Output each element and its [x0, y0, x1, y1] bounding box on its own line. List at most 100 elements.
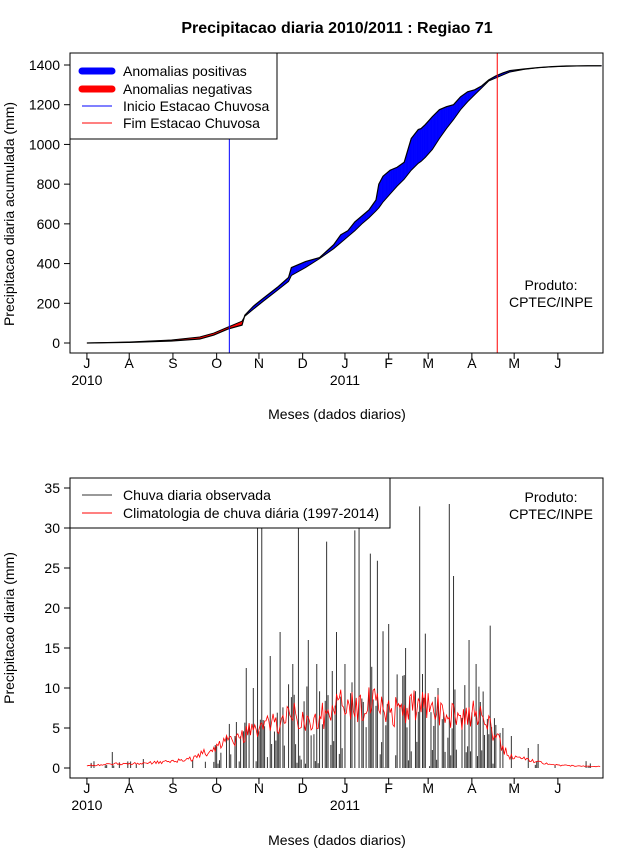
x-tick-label: J: [554, 780, 561, 796]
anomaly-fill-day-237: [421, 127, 422, 161]
x-tick-label: O: [211, 780, 222, 796]
daily-product-name: CPTEC/INPE: [509, 506, 593, 522]
anomaly-fill-day-208: [380, 179, 381, 206]
x-tick-label: J: [554, 355, 561, 371]
cumulative-x-label: Meses (dados diarios): [268, 406, 406, 422]
anomaly-fill-day-241: [427, 121, 428, 155]
y-tick-label: 20: [44, 600, 60, 616]
x-tick-label: S: [168, 355, 177, 371]
cumulative-product-label: Produto:: [525, 277, 578, 293]
daily-product-label: Produto:: [525, 489, 578, 505]
anomaly-fill-day-257: [449, 106, 450, 125]
daily-x-label: Meses (dados diarios): [268, 832, 406, 848]
y-tick-label: 1000: [29, 136, 60, 152]
anomaly-fill-day-244: [431, 117, 432, 151]
y-tick-label: 35: [44, 480, 60, 496]
cumulative-y-label: Precipitacao diaria acumulada (mm): [1, 102, 17, 326]
x-tick-label: S: [168, 780, 177, 796]
anomaly-fill-day-216: [391, 169, 392, 192]
anomaly-fill-day-243: [430, 118, 431, 152]
cumulative-product-name: CPTEC/INPE: [509, 294, 593, 310]
x-tick-label: J: [341, 780, 348, 796]
y-tick-label: 0: [52, 760, 60, 776]
anomaly-fill-day-253: [444, 107, 445, 132]
anomaly-fill-day-254: [445, 107, 446, 131]
anomaly-fill-day-231: [413, 135, 414, 169]
legend-season-end-label: Fim Estacao Chuvosa: [123, 115, 260, 131]
x-tick-label: D: [298, 355, 308, 371]
anomaly-fill-day-232: [414, 133, 415, 167]
anomaly-fill-day-235: [418, 129, 419, 163]
y-tick-label: 800: [37, 176, 61, 192]
anomaly-fill-day-245: [432, 115, 433, 149]
cumulative-legend: Anomalias positivas Anomalias negativas …: [70, 53, 277, 139]
anomaly-fill-day-218: [394, 168, 395, 189]
year-label: 2011: [330, 797, 360, 813]
anomaly-fill-day-247: [435, 112, 436, 145]
x-tick-label: M: [508, 780, 520, 796]
x-tick-label: A: [467, 780, 477, 796]
anomaly-fill-day-213: [387, 171, 388, 197]
y-tick-label: 200: [37, 295, 61, 311]
daily-climatology: [87, 687, 600, 766]
anomaly-fill-day-224: [403, 162, 404, 180]
anomaly-fill-day-236: [420, 129, 421, 163]
chart-title: Precipitacao diaria 2010/2011 : Regiao 7…: [181, 20, 492, 37]
daily-y-label: Precipitacao diaria (mm): [1, 552, 17, 704]
x-tick-label: J: [341, 355, 348, 371]
anomaly-fill-day-252: [442, 108, 443, 135]
climatology-daily-line: [87, 687, 600, 766]
legend-season-start-label: Inicio Estacao Chuvosa: [123, 98, 270, 114]
x-tick-label: N: [254, 780, 264, 796]
anomaly-fill-day-212: [386, 173, 387, 199]
legend-positive-label: Anomalias positivas: [123, 63, 247, 79]
anomaly-fill-day-221: [399, 165, 400, 184]
anomaly-fill-day-256: [448, 106, 449, 127]
anomaly-fill-day-251: [441, 108, 442, 136]
anomaly-fill-day-220: [397, 166, 398, 186]
anomaly-fill-day-255: [446, 106, 447, 128]
anomaly-fill-day-146: [293, 266, 294, 274]
x-tick-label: F: [384, 355, 393, 371]
x-tick-label: M: [422, 780, 434, 796]
y-tick-label: 25: [44, 560, 60, 576]
anomaly-fill-day-214: [389, 170, 390, 195]
y-tick-label: 0: [52, 335, 60, 351]
anomaly-fill-day-230: [411, 137, 412, 171]
x-tick-label: M: [422, 355, 434, 371]
year-label: 2010: [71, 372, 102, 388]
x-tick-label: N: [254, 355, 264, 371]
anomaly-fill-day-248: [437, 111, 438, 143]
year-label: 2010: [71, 797, 102, 813]
anomaly-fill-day-258: [451, 105, 452, 123]
legend-negative-label: Anomalias negativas: [123, 81, 252, 97]
y-tick-label: 1400: [29, 57, 60, 73]
year-label: 2011: [330, 372, 360, 388]
anomaly-fill-day-217: [393, 168, 394, 190]
y-tick-label: 15: [44, 640, 60, 656]
y-tick-label: 400: [37, 256, 61, 272]
anomaly-fill-day-211: [384, 174, 385, 201]
y-tick-label: 10: [44, 680, 60, 696]
anomaly-fill-day-215: [390, 170, 391, 194]
y-tick-label: 1200: [29, 97, 60, 113]
x-tick-label: J: [83, 780, 90, 796]
anomaly-fill-day-223: [401, 163, 402, 182]
anomaly-fill-day-219: [396, 167, 397, 187]
y-tick-label: 5: [52, 720, 60, 736]
x-tick-label: D: [298, 780, 308, 796]
legend-climatology-label: Climatologia de chuva diária (1997-2014): [123, 505, 379, 521]
anomaly-fill-day-210: [383, 175, 384, 202]
anomaly-fill-day-239: [424, 125, 425, 159]
anomaly-fill-day-249: [438, 110, 439, 141]
anomaly-fill-day-234: [417, 130, 418, 165]
anomaly-fill-day-222: [400, 164, 401, 183]
daily-observed-bars: [91, 488, 590, 768]
